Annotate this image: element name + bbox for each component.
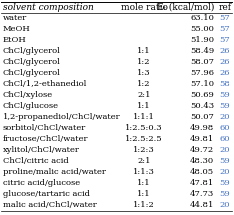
Text: 44.81: 44.81 — [190, 201, 214, 209]
Text: 59: 59 — [219, 91, 230, 99]
Text: 49.72: 49.72 — [190, 146, 214, 154]
Text: 58.07: 58.07 — [190, 58, 214, 66]
Text: 47.73: 47.73 — [190, 190, 214, 198]
Text: 59: 59 — [219, 157, 230, 165]
Text: ChCl/1,2-ethanediol: ChCl/1,2-ethanediol — [3, 80, 87, 88]
Text: 49.98: 49.98 — [190, 124, 214, 132]
Text: 1:1: 1:1 — [137, 48, 151, 55]
Text: EtOH: EtOH — [3, 36, 26, 45]
Text: malic acid/ChCl/water: malic acid/ChCl/water — [3, 201, 96, 209]
Text: 58: 58 — [219, 80, 230, 88]
Text: glucose/tartaric acid: glucose/tartaric acid — [3, 190, 90, 198]
Text: 1:1: 1:1 — [137, 102, 151, 110]
Text: Eₜ (kcal/mol): Eₜ (kcal/mol) — [157, 3, 214, 12]
Text: 1:1:2: 1:1:2 — [133, 201, 155, 209]
Text: ChCl/glycerol: ChCl/glycerol — [3, 48, 60, 55]
Text: ChCl/citric acid: ChCl/citric acid — [3, 157, 68, 165]
Text: 57: 57 — [219, 14, 230, 22]
Text: 59: 59 — [219, 179, 230, 187]
Text: 50.07: 50.07 — [190, 113, 214, 121]
Text: 1:2:3: 1:2:3 — [133, 146, 155, 154]
Text: 57.96: 57.96 — [190, 69, 214, 77]
Text: water: water — [3, 14, 27, 22]
Text: 26: 26 — [219, 48, 230, 55]
Text: 50.69: 50.69 — [190, 91, 214, 99]
Text: 1:2.5:2.5: 1:2.5:2.5 — [125, 135, 163, 143]
Text: 57.10: 57.10 — [190, 80, 214, 88]
Text: proline/malic acid/water: proline/malic acid/water — [3, 168, 105, 176]
Text: ChCl/glucose: ChCl/glucose — [3, 102, 58, 110]
Text: xylitol/ChCl/water: xylitol/ChCl/water — [3, 146, 79, 154]
Text: ChCl/glycerol: ChCl/glycerol — [3, 58, 60, 66]
Text: 59: 59 — [219, 102, 230, 110]
Text: 63.10: 63.10 — [190, 14, 214, 22]
Text: 1,2-propanediol/ChCl/water: 1,2-propanediol/ChCl/water — [3, 113, 120, 121]
Text: 57: 57 — [219, 36, 230, 45]
Text: 20: 20 — [219, 113, 230, 121]
Text: 55.00: 55.00 — [190, 25, 214, 33]
Text: 20: 20 — [219, 201, 230, 209]
Text: 1:2.5:0.3: 1:2.5:0.3 — [125, 124, 163, 132]
Text: citric acid/glucose: citric acid/glucose — [3, 179, 80, 187]
Text: 1:2: 1:2 — [137, 80, 151, 88]
Text: 58.49: 58.49 — [190, 48, 214, 55]
Text: mole ratio: mole ratio — [121, 3, 168, 12]
Text: 48.30: 48.30 — [190, 157, 214, 165]
Text: ChCl/xylose: ChCl/xylose — [3, 91, 53, 99]
Text: 20: 20 — [219, 146, 230, 154]
Text: 1:1: 1:1 — [137, 190, 151, 198]
Text: 51.90: 51.90 — [190, 36, 214, 45]
Text: solvent composition: solvent composition — [3, 3, 93, 12]
Text: 1:1:3: 1:1:3 — [133, 168, 155, 176]
Text: 2:1: 2:1 — [137, 91, 151, 99]
Text: 48.05: 48.05 — [190, 168, 214, 176]
Text: 1:3: 1:3 — [137, 69, 151, 77]
Text: MeOH: MeOH — [3, 25, 30, 33]
Text: 50.43: 50.43 — [190, 102, 214, 110]
Text: 47.81: 47.81 — [190, 179, 214, 187]
Text: 57: 57 — [219, 25, 230, 33]
Text: 60: 60 — [219, 135, 230, 143]
Text: ref: ref — [218, 3, 231, 12]
Text: 26: 26 — [219, 69, 230, 77]
Text: 1:2: 1:2 — [137, 58, 151, 66]
Text: sorbitol/ChCl/water: sorbitol/ChCl/water — [3, 124, 86, 132]
Text: 20: 20 — [219, 168, 230, 176]
Text: 1:1: 1:1 — [137, 179, 151, 187]
Text: fructose/ChCl/water: fructose/ChCl/water — [3, 135, 88, 143]
Text: ChCl/glycerol: ChCl/glycerol — [3, 69, 60, 77]
Text: 26: 26 — [219, 58, 230, 66]
Text: 59: 59 — [219, 190, 230, 198]
Text: 49.81: 49.81 — [190, 135, 214, 143]
Text: 2:1: 2:1 — [137, 157, 151, 165]
Text: 1:1:1: 1:1:1 — [133, 113, 155, 121]
Text: 60: 60 — [219, 124, 230, 132]
